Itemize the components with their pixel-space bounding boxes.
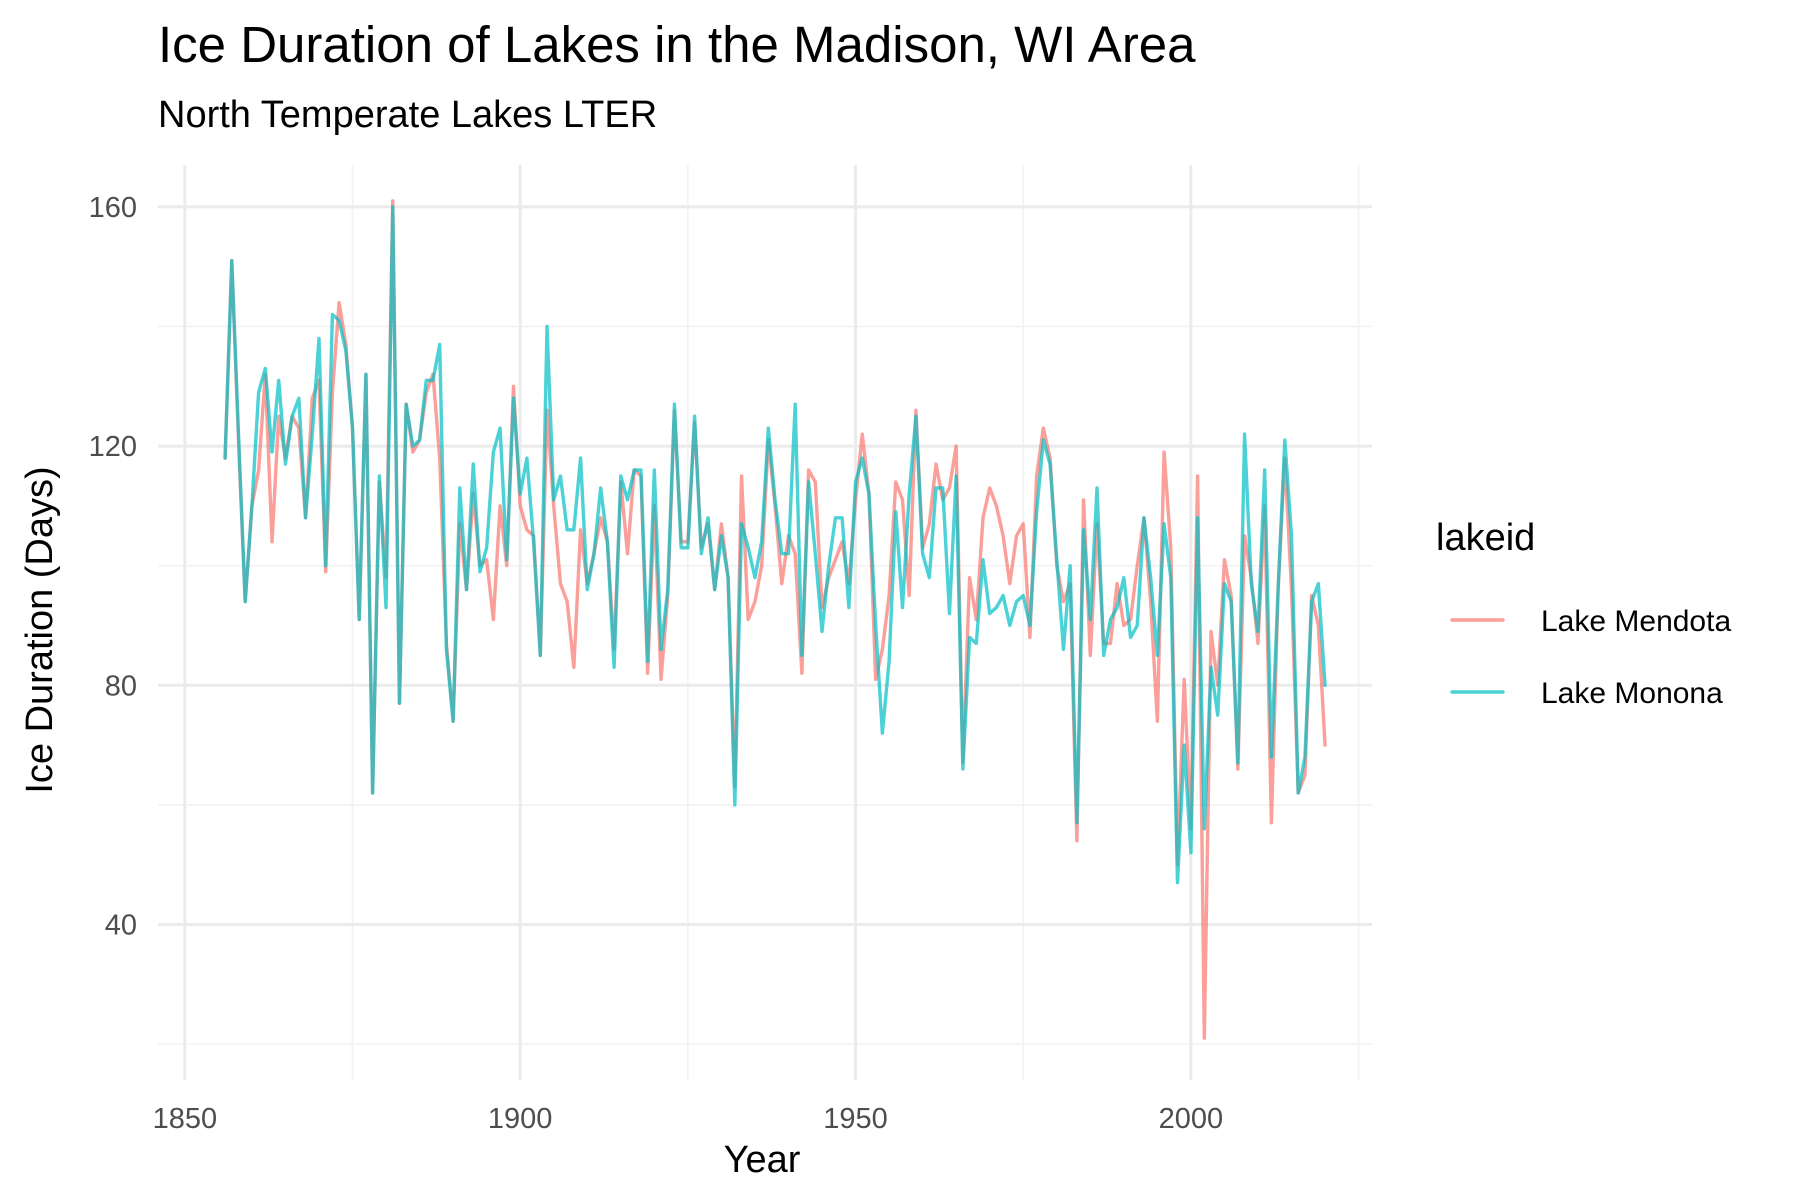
y-tick-label: 160 [89, 192, 137, 224]
gridlines [158, 165, 1372, 1080]
series-lines [223, 199, 1327, 1040]
chart-title: Ice Duration of Lakes in the Madison, WI… [158, 16, 1196, 73]
chart-subtitle: North Temperate Lakes LTER [158, 94, 657, 136]
x-tick-label: 1900 [488, 1103, 553, 1135]
y-tick-label: 120 [89, 431, 137, 463]
x-tick-label: 1950 [823, 1103, 888, 1135]
y-axis-title: Ice Duration (Days) [19, 466, 61, 793]
x-axis-title: Year [724, 1139, 801, 1181]
legend: lakeid Lake Mendota Lake Monona [1436, 517, 1731, 710]
x-axis-ticks: 1850 1900 1950 2000 [153, 1103, 1224, 1135]
legend-title: lakeid [1436, 517, 1535, 559]
legend-label: Lake Mendota [1541, 605, 1731, 638]
x-tick-label: 2000 [1159, 1103, 1224, 1135]
y-tick-label: 40 [105, 910, 137, 942]
legend-label: Lake Monona [1541, 677, 1723, 710]
y-axis-ticks: 40 80 120 160 [89, 192, 137, 942]
series-line-lake-monona [223, 205, 1327, 885]
y-tick-label: 80 [105, 670, 137, 702]
x-tick-label: 1850 [153, 1103, 218, 1135]
